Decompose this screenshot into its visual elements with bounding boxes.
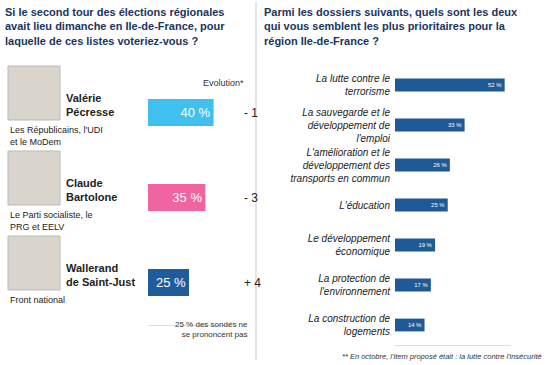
- svg-text:- 3: - 3: [244, 191, 258, 205]
- svg-text:52 %: 52 %: [488, 82, 502, 88]
- svg-text:35 %: 35 %: [172, 190, 202, 205]
- svg-text:25 % des sondés nese prononcen: 25 % des sondés nese prononcent pas: [175, 320, 248, 339]
- svg-text:40 %: 40 %: [181, 105, 211, 120]
- svg-text:L'éducation: L'éducation: [339, 200, 390, 211]
- svg-text:+ 4: + 4: [244, 276, 261, 290]
- svg-text:Wallerandde Saint-Just: Wallerandde Saint-Just: [66, 262, 135, 288]
- svg-text:Front national: Front national: [10, 295, 65, 305]
- svg-text:33 %: 33 %: [448, 122, 462, 128]
- svg-text:25 %: 25 %: [431, 202, 445, 208]
- svg-text:Le développementéconomique: Le développementéconomique: [308, 233, 392, 257]
- svg-text:Parmi les dossiers suivants, q: Parmi les dossiers suivants, quels sont …: [264, 6, 518, 47]
- svg-text:17 %: 17 %: [414, 282, 428, 288]
- svg-text:Le Parti socialiste, lePRG et: Le Parti socialiste, lePRG et EELV: [10, 210, 93, 232]
- svg-text:La lutte contre leterrorisme: La lutte contre leterrorisme: [316, 73, 390, 97]
- svg-text:La construction delogements: La construction delogements: [308, 313, 390, 337]
- svg-text:La sauvegarde et ledéveloppeme: La sauvegarde et ledéveloppement del'emp…: [302, 107, 391, 144]
- svg-text:Les Républicains, l'UDIet le M: Les Républicains, l'UDIet le MoDem: [10, 125, 103, 147]
- svg-text:Evolution*: Evolution*: [203, 78, 244, 88]
- svg-text:ClaudeBartolone: ClaudeBartolone: [66, 177, 117, 203]
- svg-text:14 %: 14 %: [408, 322, 422, 328]
- svg-text:Si le second tour des élection: Si le second tour des élections régional…: [5, 6, 225, 47]
- svg-text:25 %: 25 %: [156, 275, 186, 290]
- svg-text:ValériePécresse: ValériePécresse: [66, 92, 114, 118]
- svg-text:- 1: - 1: [244, 106, 258, 120]
- svg-text:La protection del'environnemen: La protection del'environnement: [318, 273, 391, 297]
- svg-text:** En octobre, l'item proposé: ** En octobre, l'item proposé était : la…: [342, 352, 542, 361]
- svg-text:26 %: 26 %: [433, 162, 447, 168]
- svg-text:L'amélioration et ledéveloppem: L'amélioration et ledéveloppement destra…: [291, 147, 391, 184]
- svg-text:19 %: 19 %: [418, 242, 432, 248]
